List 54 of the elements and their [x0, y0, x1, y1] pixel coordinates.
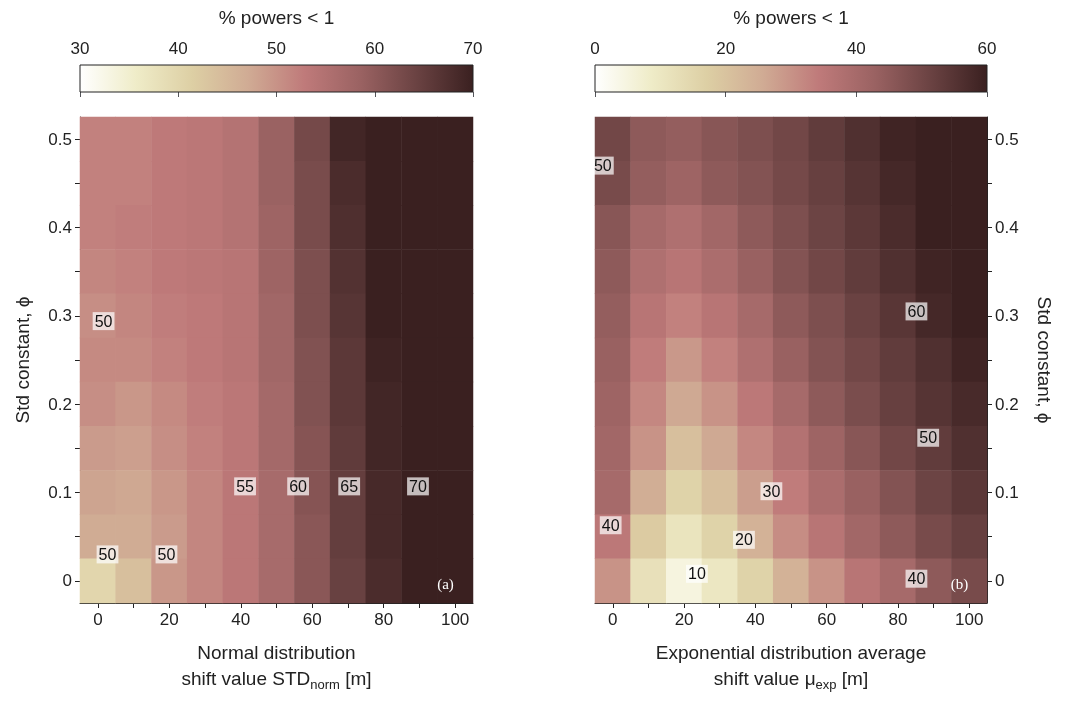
y-tick-label: 0.3: [995, 306, 1019, 326]
x-tick-label: 100: [440, 610, 470, 629]
x-tick-label: 0: [93, 610, 103, 629]
color-bar-label: 30: [70, 39, 90, 58]
annotation: 20: [735, 531, 753, 549]
y-axis-title: Std constant, ϕ: [12, 296, 33, 424]
y-tick-label: 0.1: [995, 483, 1019, 503]
annotation: 55: [236, 477, 255, 495]
annotation: 50: [593, 157, 612, 175]
x-tick-label: 20: [674, 610, 694, 629]
y-tick-label: 0.4: [995, 217, 1019, 237]
color-bar-label: 50: [267, 39, 286, 58]
annotation: 10: [688, 565, 706, 583]
y-tick-label: 0.5: [995, 129, 1019, 149]
color-bar-label: 40: [168, 39, 188, 58]
color-bar-label: 0: [590, 39, 600, 58]
color-bar-label: 60: [977, 39, 997, 58]
y-tick-label: 0.2: [48, 394, 72, 414]
annotation: 50: [919, 429, 938, 447]
annotation: 60: [907, 302, 926, 320]
annotation: 50: [94, 312, 113, 330]
x-tick-label: 100: [954, 610, 984, 629]
color-bar-label: 60: [365, 39, 385, 58]
color-bar-label: 20: [716, 39, 736, 58]
annotation: (b): [950, 575, 969, 593]
y-tick-label: 0: [62, 571, 72, 591]
annotation: 40: [907, 570, 926, 588]
color-bar-title: % powers < 1: [733, 7, 849, 28]
annotation: 60: [289, 477, 308, 495]
x-tick-label: 60: [302, 610, 322, 629]
y-tick-label: 0: [995, 571, 1005, 591]
x-tick-label: 60: [817, 610, 837, 629]
annotation: 40: [601, 516, 620, 534]
x-tick-label: 40: [231, 610, 251, 629]
y-tick-label: 0.1: [48, 483, 72, 503]
x-tick-label: 20: [159, 610, 179, 629]
annotation: (a): [437, 575, 454, 593]
annotation: 30: [762, 482, 781, 500]
y-tick-label: 0.5: [48, 129, 72, 149]
color-bar-label: 40: [846, 39, 866, 58]
x-tick-label: 80: [888, 610, 908, 629]
annotation: 65: [340, 477, 359, 495]
y-tick-label: 0.3: [48, 306, 72, 326]
x-tick-label: 40: [745, 610, 765, 629]
annotation: 70: [409, 477, 427, 495]
x-tick-label: 80: [374, 610, 394, 629]
color-bar-title: % powers < 1: [218, 7, 335, 28]
annotation: 50: [98, 545, 117, 563]
x-tick-label: 0: [608, 610, 618, 629]
y-tick-label: 0.4: [48, 217, 72, 237]
annotation: 50: [157, 545, 176, 563]
color-bar-label: 70: [463, 39, 483, 58]
y-tick-label: 0.2: [995, 394, 1019, 414]
y-axis-title: Std constant, ϕ: [1034, 296, 1055, 424]
